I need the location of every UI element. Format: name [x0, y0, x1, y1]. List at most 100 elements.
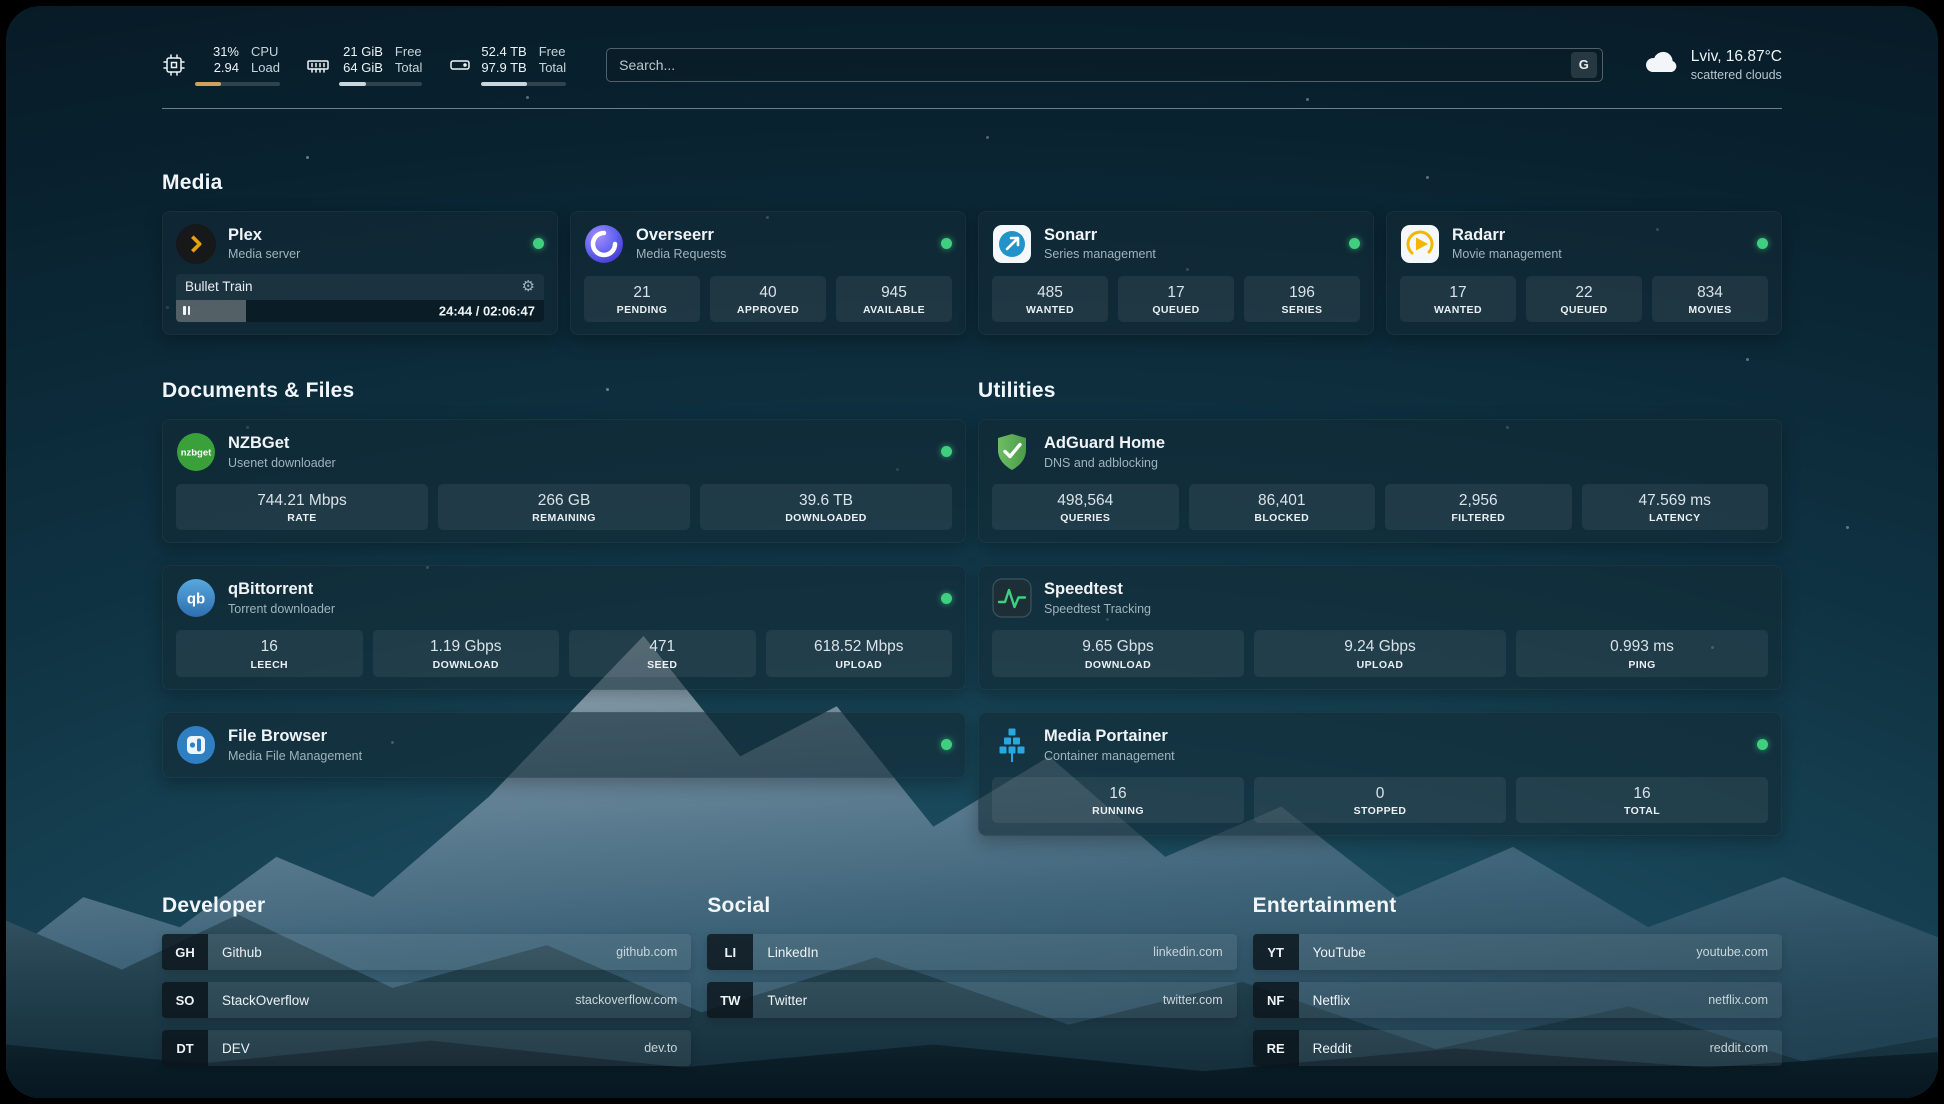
- bookmark-linkedin[interactable]: LI LinkedIn linkedin.com: [707, 934, 1237, 970]
- weather-location: Lviv, 16.87°C: [1690, 47, 1782, 65]
- stat-latency: 47.569 ms LATENCY: [1581, 483, 1768, 531]
- stat-download: 9.65 Gbps DOWNLOAD: [992, 630, 1244, 677]
- dashboard-window: 31% 2.94 CPU Load: [6, 6, 1938, 1098]
- app-subtitle: Series management: [1044, 247, 1156, 262]
- cpu-label-top: CPU: [251, 44, 279, 59]
- bookmark-url: reddit.com: [1709, 1041, 1768, 1055]
- storage-label-free: Free: [538, 44, 566, 59]
- bookmark-github[interactable]: GH Github github.com: [162, 934, 692, 970]
- bookmark-netflix[interactable]: NF Netflix netflix.com: [1252, 982, 1782, 1018]
- plex-now-playing: Bullet Train ⚙ 24:44 / 02:06:47: [176, 273, 544, 322]
- bookmark-url: github.com: [616, 945, 678, 959]
- search-bar[interactable]: G: [606, 47, 1603, 82]
- app-card-plex[interactable]: Plex Media server Bullet Train ⚙: [162, 210, 558, 335]
- memory-progress-fill: [338, 81, 367, 86]
- section-social: Social LI LinkedIn linkedin.com TW Twitt…: [707, 894, 1237, 1066]
- memory-label-total: Total: [394, 60, 423, 76]
- stat-download: 1.19 Gbps DOWNLOAD: [372, 630, 559, 677]
- nzbget-icon: nzbget: [176, 432, 216, 472]
- cpu-icon: [162, 53, 186, 77]
- status-dot-online: [941, 592, 952, 604]
- app-card-portainer[interactable]: Media Portainer Container management 16 …: [978, 711, 1782, 836]
- section-media: Media Plex Media server: [162, 171, 1782, 335]
- playback-progress-fill: [176, 299, 246, 322]
- background-snow: [6, 6, 9, 9]
- weather-widget: Lviv, 16.87°C scattered clouds: [1643, 48, 1782, 82]
- bookmark-twitter[interactable]: TW Twitter twitter.com: [707, 982, 1237, 1018]
- section-documents: Documents & Files nzbget: [162, 379, 966, 836]
- pause-icon[interactable]: [183, 306, 190, 315]
- app-card-filebrowser[interactable]: File Browser Media File Management: [162, 711, 966, 778]
- bookmark-reddit[interactable]: RE Reddit reddit.com: [1252, 1030, 1782, 1066]
- stat-series: 196 SERIES: [1244, 275, 1360, 322]
- storage-icon: [448, 53, 472, 77]
- app-name: Radarr: [1452, 225, 1506, 244]
- weather-condition: scattered clouds: [1690, 67, 1782, 82]
- app-card-nzbget[interactable]: nzbget NZBGet Usenet downloader 74: [162, 418, 966, 544]
- app-card-speedtest[interactable]: Speedtest Speedtest Tracking 9.65 Gbps D…: [978, 565, 1782, 690]
- header-divider: [162, 107, 1782, 109]
- status-dot-online: [1757, 238, 1768, 249]
- bookmark-name: DEV: [222, 1040, 250, 1056]
- stat-remaining: 266 GB REMAINING: [438, 483, 690, 531]
- app-card-radarr[interactable]: Radarr Movie management 17 WANTED 22 QUE…: [1386, 210, 1782, 335]
- adguard-icon: [992, 432, 1032, 472]
- cpu-progress-track: [195, 81, 280, 86]
- cpu-label-bottom: Load: [251, 60, 280, 76]
- search-input[interactable]: [619, 56, 1571, 73]
- app-name: File Browser: [228, 726, 328, 745]
- stat-wanted: 485 WANTED: [992, 275, 1108, 322]
- status-dot-online: [1757, 739, 1768, 751]
- status-dot-online: [533, 238, 544, 249]
- app-card-adguard[interactable]: AdGuard Home DNS and adblocking 498,564 …: [978, 418, 1782, 544]
- stat-upload: 9.24 Gbps UPLOAD: [1254, 630, 1506, 677]
- now-playing-title: Bullet Train: [185, 279, 253, 294]
- bookmark-abbr: NF: [1252, 982, 1299, 1018]
- bookmark-url: twitter.com: [1162, 993, 1223, 1007]
- cpu-percent: 31%: [212, 44, 239, 59]
- storage-progress-fill: [481, 81, 528, 86]
- filebrowser-icon: [176, 725, 216, 765]
- bookmark-name: Github: [222, 944, 262, 960]
- sonarr-icon: [992, 224, 1032, 264]
- memory-icon: [306, 53, 330, 77]
- stat-wanted: 17 WANTED: [1400, 275, 1516, 322]
- system-stats: 31% 2.94 CPU Load: [162, 44, 567, 86]
- storage-widget: 52.4 TB 97.9 TB Free Total: [448, 44, 567, 86]
- stat-pending: 21 PENDING: [584, 275, 700, 322]
- app-subtitle: Usenet downloader: [228, 455, 336, 470]
- bookmark-name: Twitter: [767, 992, 808, 1008]
- search-engine-button[interactable]: G: [1570, 51, 1597, 78]
- app-card-sonarr[interactable]: Sonarr Series management 485 WANTED 17 Q…: [978, 210, 1374, 335]
- bookmark-name: Netflix: [1312, 992, 1351, 1008]
- playback-time: 24:44 / 02:06:47: [438, 303, 535, 318]
- bookmark-stackoverflow[interactable]: SO StackOverflow stackoverflow.com: [162, 982, 692, 1018]
- playback-progress-bar[interactable]: 24:44 / 02:06:47: [176, 299, 544, 322]
- section-title-utilities: Utilities: [978, 378, 1056, 402]
- app-name: Media Portainer: [1044, 726, 1168, 745]
- header-bar: 31% 2.94 CPU Load: [162, 44, 1782, 86]
- app-card-overseerr[interactable]: Overseerr Media Requests 21 PENDING 40 A…: [570, 210, 966, 335]
- speedtest-icon: [992, 578, 1032, 618]
- stat-queries: 498,564 QUERIES: [992, 483, 1179, 531]
- cpu-widget: 31% 2.94 CPU Load: [162, 44, 280, 86]
- bookmark-dev-to[interactable]: DT DEV dev.to: [162, 1030, 692, 1066]
- bookmark-url: netflix.com: [1708, 993, 1768, 1007]
- app-card-qbittorrent[interactable]: qb qBittorrent Torrent downloader: [162, 565, 966, 690]
- bookmark-name: Reddit: [1312, 1040, 1352, 1056]
- bookmark-youtube[interactable]: YT YouTube youtube.com: [1252, 934, 1782, 970]
- stat-upload: 618.52 Mbps UPLOAD: [765, 630, 952, 677]
- bookmark-url: youtube.com: [1696, 945, 1768, 959]
- bookmark-url: linkedin.com: [1153, 945, 1223, 959]
- bookmark-abbr: YT: [1252, 934, 1299, 970]
- storage-label-total: Total: [538, 60, 567, 76]
- app-name: Overseerr: [636, 225, 714, 244]
- overseerr-icon: [584, 224, 624, 264]
- bookmark-name: LinkedIn: [767, 944, 819, 960]
- memory-free-value: 21 GiB: [343, 44, 383, 59]
- settings-gear-icon[interactable]: ⚙: [521, 278, 535, 295]
- bookmark-abbr: LI: [707, 934, 754, 970]
- app-name: Plex: [228, 225, 262, 244]
- stat-queued: 22 QUEUED: [1526, 275, 1642, 322]
- app-subtitle: Media server: [228, 247, 301, 262]
